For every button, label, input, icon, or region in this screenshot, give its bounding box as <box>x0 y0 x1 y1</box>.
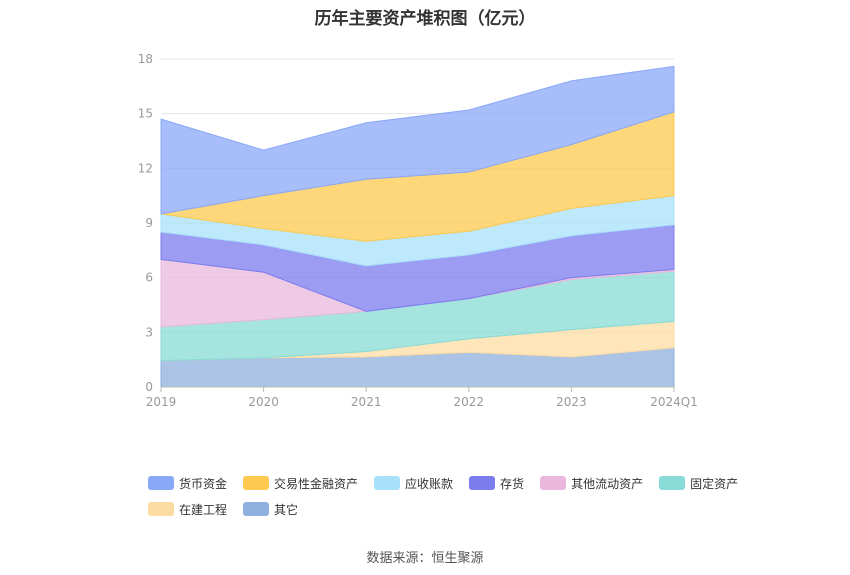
legend: 货币资金 交易性金融资产 应收账款 存货 其他流动资产 固定资产在建工程 其它 <box>148 473 768 519</box>
legend-item[interactable]: 在建工程 <box>148 499 227 519</box>
y-tick-label: 18 <box>138 52 153 66</box>
legend-item[interactable]: 固定资产 <box>659 473 738 493</box>
legend-item[interactable]: 其它 <box>243 499 298 519</box>
chart-title: 历年主要资产堆积图（亿元） <box>314 9 536 29</box>
legend-swatch <box>374 476 401 490</box>
legend-item[interactable]: 交易性金融资产 <box>243 473 358 493</box>
legend-swatch <box>243 502 270 516</box>
y-tick-label: 15 <box>138 107 153 121</box>
x-tick-label: 2019 <box>146 395 177 409</box>
legend-swatch <box>148 476 174 490</box>
y-tick-label: 0 <box>145 380 153 394</box>
legend-item[interactable]: 应收账款 <box>374 473 453 493</box>
legend-label: 固定资产 <box>690 476 739 491</box>
legend-swatch <box>469 476 496 490</box>
legend-swatch <box>243 476 270 490</box>
legend-label: 货币资金 <box>179 476 228 491</box>
y-tick-label: 12 <box>138 161 153 175</box>
area-series-7[interactable] <box>160 65 675 215</box>
x-tick-label: 2022 <box>454 395 485 409</box>
legend-swatch <box>540 476 567 490</box>
legend-label: 其他流动资产 <box>571 476 644 491</box>
y-tick-label: 3 <box>145 325 153 339</box>
legend-item[interactable]: 其他流动资产 <box>540 473 643 493</box>
legend-label: 其它 <box>274 502 299 517</box>
area-series <box>160 65 675 388</box>
legend-item[interactable]: 存货 <box>469 473 524 493</box>
legend-label: 在建工程 <box>179 502 228 517</box>
legend-swatch <box>148 502 174 516</box>
axes: 0 3 6 9 12 15 18 2019 2020 2021 2022 2023 2024Q1 <box>138 52 698 409</box>
x-tick-label: 2020 <box>248 395 279 409</box>
legend-item[interactable]: 货币资金 <box>148 473 227 493</box>
y-tick-label: 9 <box>145 216 153 230</box>
legend-swatch <box>659 476 686 490</box>
x-tick-label: 2024Q1 <box>650 395 698 409</box>
data-source: 数据来源：恒生聚源 <box>366 551 484 566</box>
x-tick-label: 2021 <box>351 395 382 409</box>
legend-label: 应收账款 <box>405 476 454 491</box>
legend-label: 交易性金融资产 <box>274 476 359 491</box>
y-tick-label: 6 <box>145 271 153 285</box>
legend-label: 存货 <box>500 476 525 491</box>
x-tick-label: 2023 <box>556 395 587 409</box>
